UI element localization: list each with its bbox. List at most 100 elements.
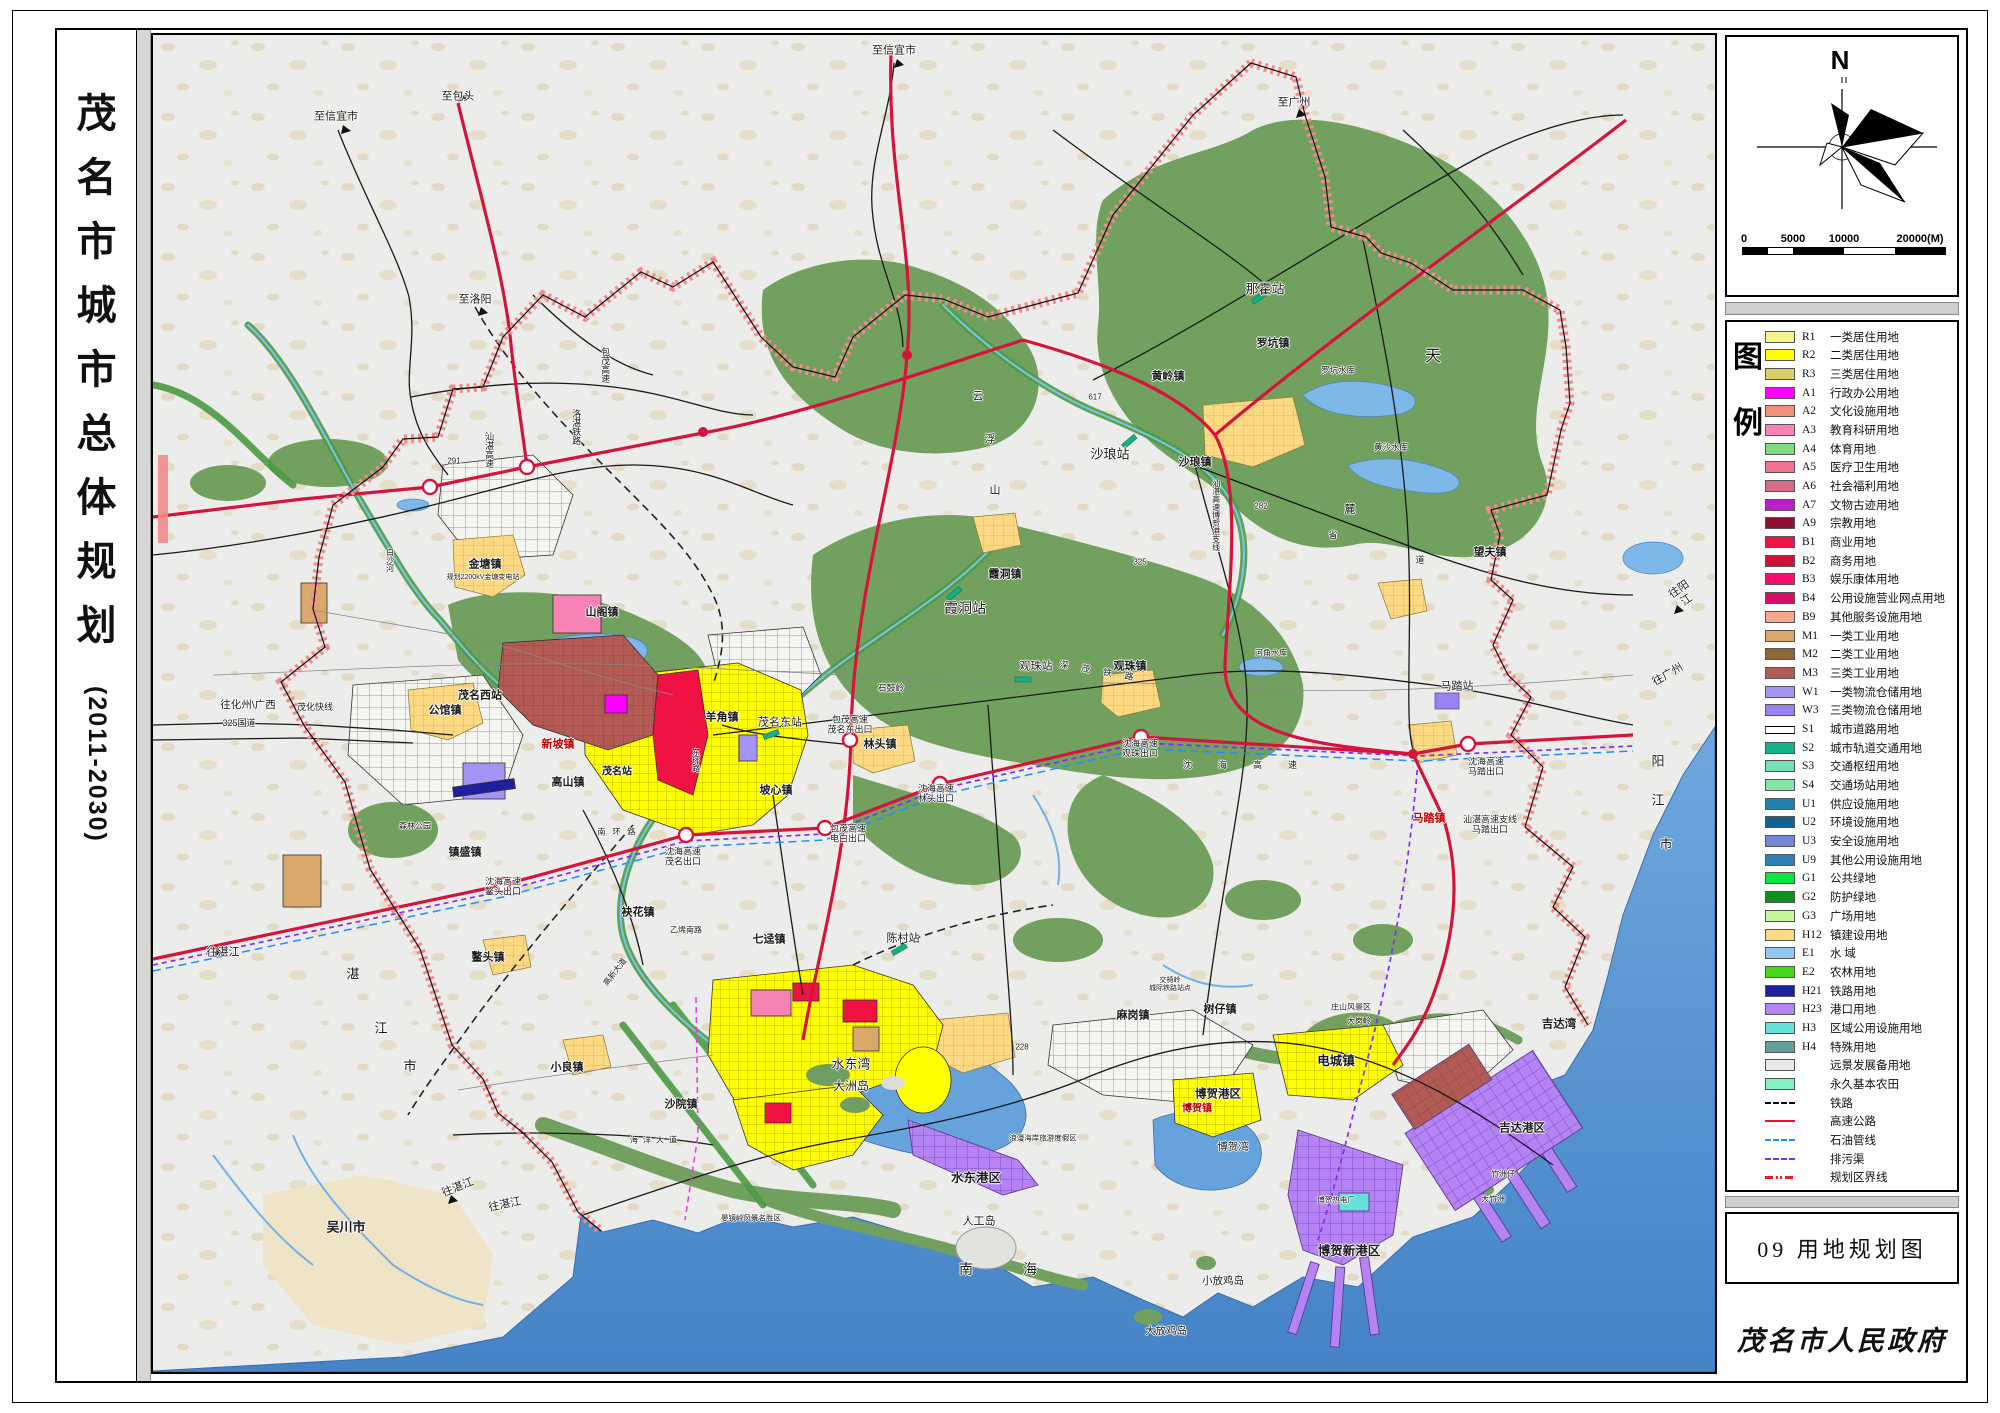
map-label: 石鼓岭 xyxy=(877,682,905,693)
map-label: 浮 xyxy=(984,433,996,446)
map-label: 博贺港区 xyxy=(1195,1088,1241,1101)
agency-name: 茂名市人民政府 xyxy=(1737,1325,1947,1356)
map-label: 282 xyxy=(1254,501,1268,511)
legend-title-char: 例 xyxy=(1733,407,1763,440)
legend-code: M1 xyxy=(1802,629,1818,642)
title-char: 市 xyxy=(76,219,117,264)
map-label: 霞洞站 xyxy=(944,599,986,616)
map-label: 茂名西站 xyxy=(458,689,502,702)
legend-label: 永久基本农田 xyxy=(1830,1079,1899,1091)
legend-label: 区域公用设施用地 xyxy=(1830,1022,1922,1035)
map-label: 晏镜岭风景名胜区 xyxy=(721,1213,781,1223)
legend-code: S4 xyxy=(1802,779,1815,791)
map-label: 金塘镇 xyxy=(468,558,502,571)
map-label: 罗坑水库 xyxy=(1320,365,1356,376)
legend-item: S4 交通场站用地 xyxy=(1765,777,1955,794)
legend-item: R3 三类居住用地 xyxy=(1765,365,1955,382)
legend-item: H4 特殊用地 xyxy=(1765,1038,1955,1055)
legend-code: B2 xyxy=(1802,554,1816,567)
legend-swatch xyxy=(1765,1059,1795,1072)
legend-label: 铁路用地 xyxy=(1830,985,1876,998)
map-label: 浪漫海岸旅游度假区 xyxy=(1009,1133,1077,1143)
map-label: 往湛江 xyxy=(487,1195,523,1214)
map-label: 南 xyxy=(959,1260,973,1277)
legend-item: U2 环境设施用地 xyxy=(1765,814,1955,831)
map-label: 省 xyxy=(1328,529,1338,540)
legend-item: A6 社会福利用地 xyxy=(1765,478,1955,495)
legend-label: 行政办公用地 xyxy=(1830,387,1899,400)
legend-code: A2 xyxy=(1802,405,1817,418)
legend-item: W1 一类物流仓储用地 xyxy=(1765,683,1955,700)
legend-label: 规划区界线 xyxy=(1830,1172,1888,1185)
legend-item: U3 安全设施用地 xyxy=(1765,833,1955,850)
map-label: 沈海高速 xyxy=(1182,759,1324,770)
compass-scale-box: N 0 5000 10000 20000(M) xyxy=(1725,35,1959,297)
map-label: 往广州 xyxy=(1650,661,1686,689)
legend-label: 港口用地 xyxy=(1830,1004,1876,1017)
legend-item: A9 宗教用地 xyxy=(1765,515,1955,532)
legend-item: U1 供应设施用地 xyxy=(1765,795,1955,812)
map-label: 至信宜市 xyxy=(872,44,916,57)
legend-item: R1 一类居住用地 xyxy=(1765,328,1955,345)
legend-code: A5 xyxy=(1802,461,1817,474)
legend-swatch-H3 xyxy=(1765,1021,1795,1034)
legend-item: H3 区域公用设施用地 xyxy=(1765,1019,1955,1036)
map-label: 汕湛高速 xyxy=(484,432,495,468)
legend-swatch-R1 xyxy=(1765,330,1795,343)
legend-code: R1 xyxy=(1802,330,1816,343)
legend-item: B4 公用设施营业网点用地 xyxy=(1765,590,1955,607)
legend-code: A7 xyxy=(1802,498,1817,511)
map-label: 茂化快线 xyxy=(296,701,334,712)
legend-item: A1 行政办公用地 xyxy=(1765,384,1955,401)
legend-swatch-B2 xyxy=(1765,554,1795,567)
landuse-map: 至信宜市 至包头 至洛阳 至信宜市 至广州 那霍站 黄岭镇 罗坑镇 罗坑水库 黄沙水库天云浮山沙琅… xyxy=(151,33,1717,1374)
map-label: 沙院镇 xyxy=(664,1098,698,1111)
map-label: 天 xyxy=(1424,347,1442,365)
legend-code: M2 xyxy=(1802,648,1818,661)
map-label: 至信宜市 xyxy=(314,110,358,123)
map-label: 617 xyxy=(1088,392,1102,402)
legend-item: E1 水 域 xyxy=(1765,945,1955,962)
legend-label: 交通场站用地 xyxy=(1830,780,1899,792)
legend-code: B1 xyxy=(1802,536,1816,549)
legend-swatch-H4 xyxy=(1765,1040,1795,1053)
map-label: 鳌头镇 xyxy=(471,951,505,964)
map-label: 沈海高速 鳌头出口 xyxy=(484,876,522,897)
map-label: 汕湛高速支线 马踏出口 xyxy=(1462,814,1518,835)
legend-code: S3 xyxy=(1802,760,1815,773)
legend-code: E2 xyxy=(1802,965,1815,978)
right-panel: N 0 5000 10000 20000(M) xyxy=(1725,30,1963,1381)
legend-item: G3 广场用地 xyxy=(1765,907,1955,924)
legend-swatch-E1 xyxy=(1765,947,1795,960)
legend-label: 医疗卫生用地 xyxy=(1830,462,1899,475)
map-label: 观珠镇 xyxy=(1113,660,1147,673)
legend-code: A4 xyxy=(1802,442,1817,455)
sheet-inner-frame xyxy=(55,28,1968,1383)
title-char: 体 xyxy=(76,475,117,520)
agency-box: 茂名市人民政府 xyxy=(1725,1298,1959,1378)
legend-item: H21 铁路用地 xyxy=(1765,982,1955,999)
legend-swatch-A6 xyxy=(1765,480,1795,492)
compass-n-label: N xyxy=(1831,45,1850,75)
legend-swatch-U2 xyxy=(1765,816,1795,829)
legend-label: 特殊用地 xyxy=(1830,1041,1876,1054)
legend-swatch-B3 xyxy=(1765,573,1795,586)
map-label: 沈海高速 林头出口 xyxy=(917,783,955,804)
map-label: 博贺湾 xyxy=(1217,1140,1249,1153)
legend-item: 高速公路 xyxy=(1765,1113,1955,1130)
legend-code: R2 xyxy=(1802,349,1816,362)
title-char: 总 xyxy=(76,411,117,456)
legend-label: 排污渠 xyxy=(1830,1153,1865,1166)
map-label: 东环路 xyxy=(691,748,701,772)
map-label: 沙琅镇 xyxy=(1178,456,1212,469)
map-label: 竹洲仔 xyxy=(1491,1169,1515,1179)
legend-swatch-R2 xyxy=(1765,349,1795,362)
map-label: 马踏镇 xyxy=(1412,812,1446,825)
map-label: 观珠站 xyxy=(1019,660,1053,673)
map-label: 湛 xyxy=(346,966,360,982)
title-char: 规 xyxy=(76,539,117,584)
map-label: 海 xyxy=(1023,1260,1037,1277)
map-label: 电城镇 xyxy=(1317,1053,1355,1068)
map-label: 往湛江 xyxy=(440,1175,476,1200)
legend-label: 一类居住用地 xyxy=(1830,331,1899,344)
